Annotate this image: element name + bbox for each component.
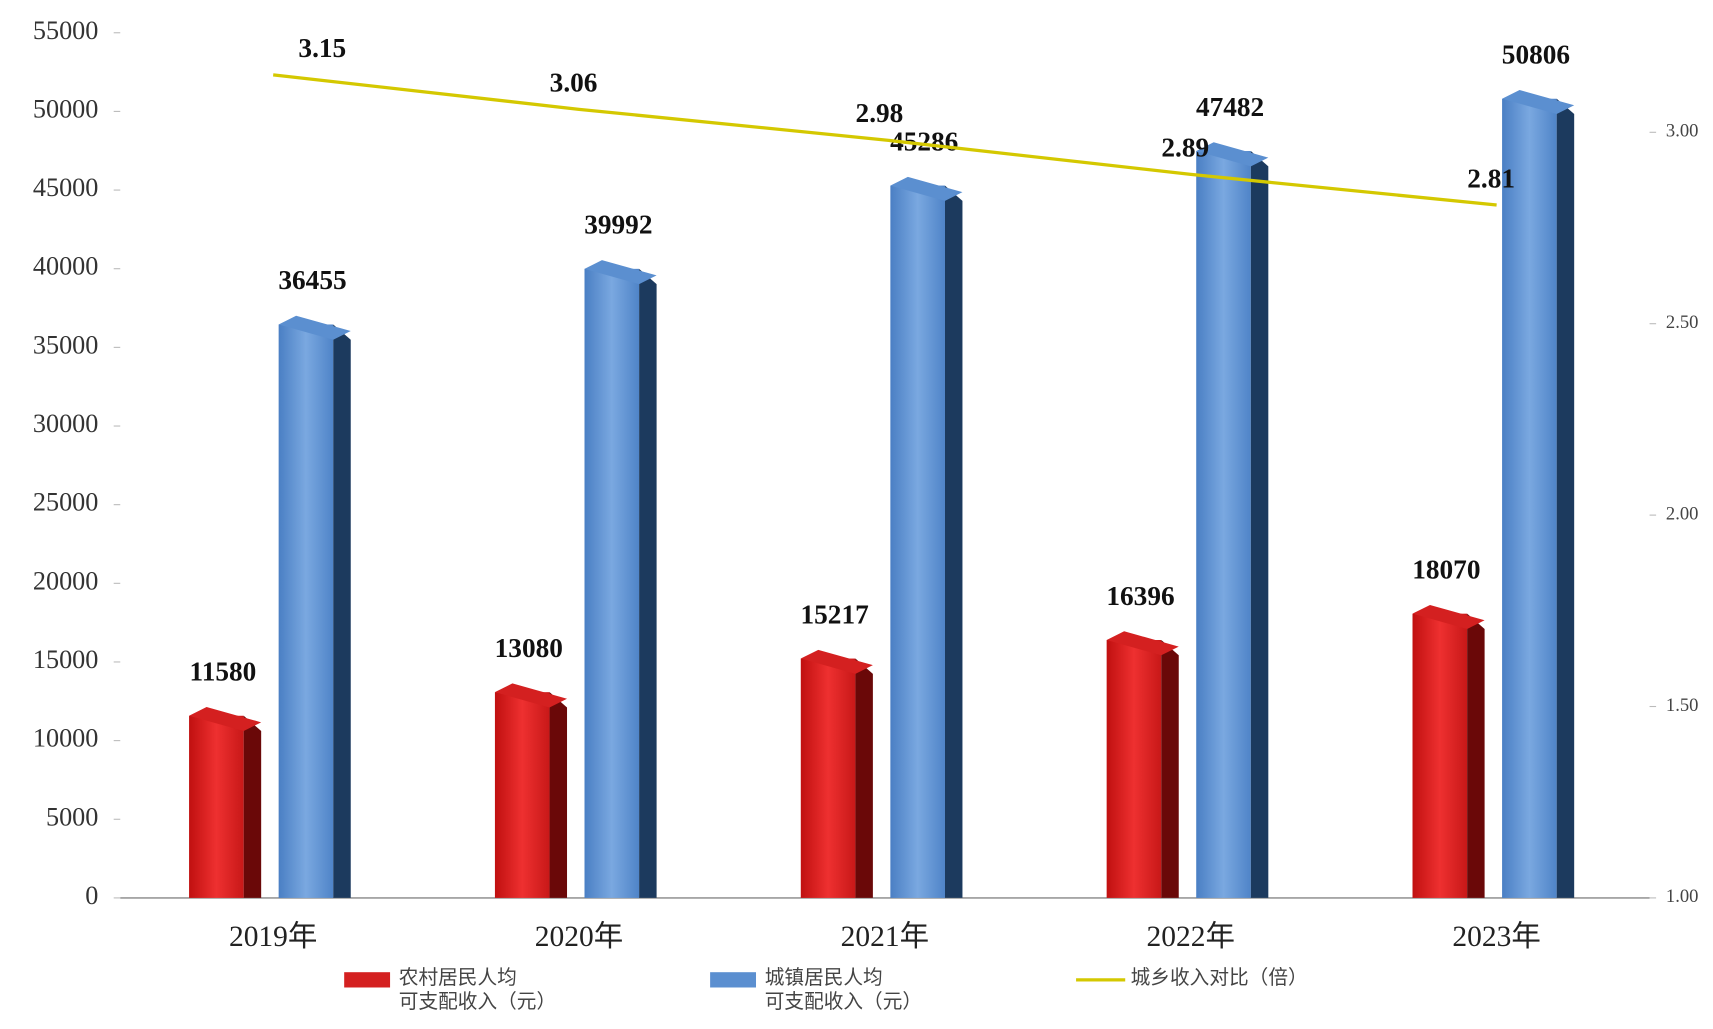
legend-item: 城乡收入对比（倍） xyxy=(1130,966,1308,990)
value-label: 50806 xyxy=(1502,39,1570,69)
x-tick-label: 2020年 xyxy=(535,920,623,953)
value-label: 2.81 xyxy=(1467,163,1515,193)
bar-top xyxy=(1502,90,1575,115)
bar-side xyxy=(1250,151,1269,898)
x-tick-label: 2022年 xyxy=(1147,920,1235,953)
x-tick-label: 2019年 xyxy=(229,920,317,953)
bar xyxy=(494,692,550,898)
bar-side xyxy=(1467,613,1485,898)
legend-item: 农村居民人均 可支配收入（元） xyxy=(398,966,557,1014)
bar xyxy=(1106,640,1162,898)
bar-side xyxy=(855,658,873,898)
y2-tick-label: 1.50 xyxy=(1666,695,1698,716)
bar-side xyxy=(944,185,963,898)
bar-side xyxy=(549,692,568,898)
value-label: 3.06 xyxy=(550,68,598,98)
bar-top xyxy=(189,707,262,732)
y-tick-label: 30000 xyxy=(33,409,99,438)
line xyxy=(272,73,1497,207)
value-label: 18070 xyxy=(1412,554,1480,584)
y2-tick-label: 2.00 xyxy=(1666,503,1698,524)
x-tick-label: 2023年 xyxy=(1452,920,1540,953)
legend-label: 城乡收入对比（倍） xyxy=(1130,966,1308,990)
value-label: 36455 xyxy=(278,265,346,295)
bar-top xyxy=(1196,142,1269,167)
bar xyxy=(278,324,334,898)
value-label: 39992 xyxy=(584,210,652,240)
value-label: 11580 xyxy=(190,657,257,687)
bar-top xyxy=(800,649,873,674)
legend-swatch xyxy=(710,972,757,988)
bar xyxy=(890,185,945,898)
bar-top xyxy=(1106,631,1179,656)
legend-label: 农村居民人均 可支配收入（元） xyxy=(398,966,557,1014)
value-label: 3.15 xyxy=(298,33,346,63)
bar-top xyxy=(584,260,657,285)
bar-side xyxy=(243,715,262,898)
y-tick-label: 5000 xyxy=(46,802,98,831)
y-tick-label: 15000 xyxy=(33,645,99,674)
x-tick-label: 2021年 xyxy=(841,920,929,953)
bar-top xyxy=(494,683,568,708)
bar xyxy=(1196,151,1251,898)
bar xyxy=(584,268,640,898)
legend-label: 城镇居民人均 可支配收入（元） xyxy=(764,966,923,1014)
y-tick-label: 0 xyxy=(85,881,98,910)
value-label: 13080 xyxy=(495,633,563,663)
bar-side xyxy=(333,324,351,898)
y-tick-label: 55000 xyxy=(33,16,99,45)
bar-side xyxy=(1161,640,1179,898)
bar-top xyxy=(1412,604,1485,629)
value-label: 15217 xyxy=(801,599,869,629)
value-label: 2.89 xyxy=(1161,133,1209,163)
bar-top xyxy=(278,315,351,340)
bar xyxy=(1412,613,1468,898)
bar-side xyxy=(1556,98,1575,898)
y-tick-label: 35000 xyxy=(33,330,99,359)
bar-side xyxy=(639,268,657,898)
bar xyxy=(1502,98,1557,898)
value-label: 47482 xyxy=(1196,92,1264,122)
legend-swatch xyxy=(344,972,391,988)
y2-tick-label: 1.00 xyxy=(1666,886,1698,907)
y2-tick-label: 2.50 xyxy=(1666,312,1698,333)
legend-item: 城镇居民人均 可支配收入（元） xyxy=(764,966,923,1014)
bar-top xyxy=(890,176,963,201)
y-tick-label: 45000 xyxy=(33,173,99,202)
y-tick-label: 10000 xyxy=(33,724,99,753)
value-label: 2.98 xyxy=(856,98,904,128)
bar xyxy=(189,715,244,898)
y-tick-label: 40000 xyxy=(33,252,99,281)
y-tick-label: 50000 xyxy=(33,94,99,123)
bar xyxy=(800,658,856,898)
y2-tick-label: 3.00 xyxy=(1666,121,1698,142)
value-label: 16396 xyxy=(1106,581,1174,611)
y-tick-label: 20000 xyxy=(33,566,99,595)
y-tick-label: 25000 xyxy=(33,488,99,517)
